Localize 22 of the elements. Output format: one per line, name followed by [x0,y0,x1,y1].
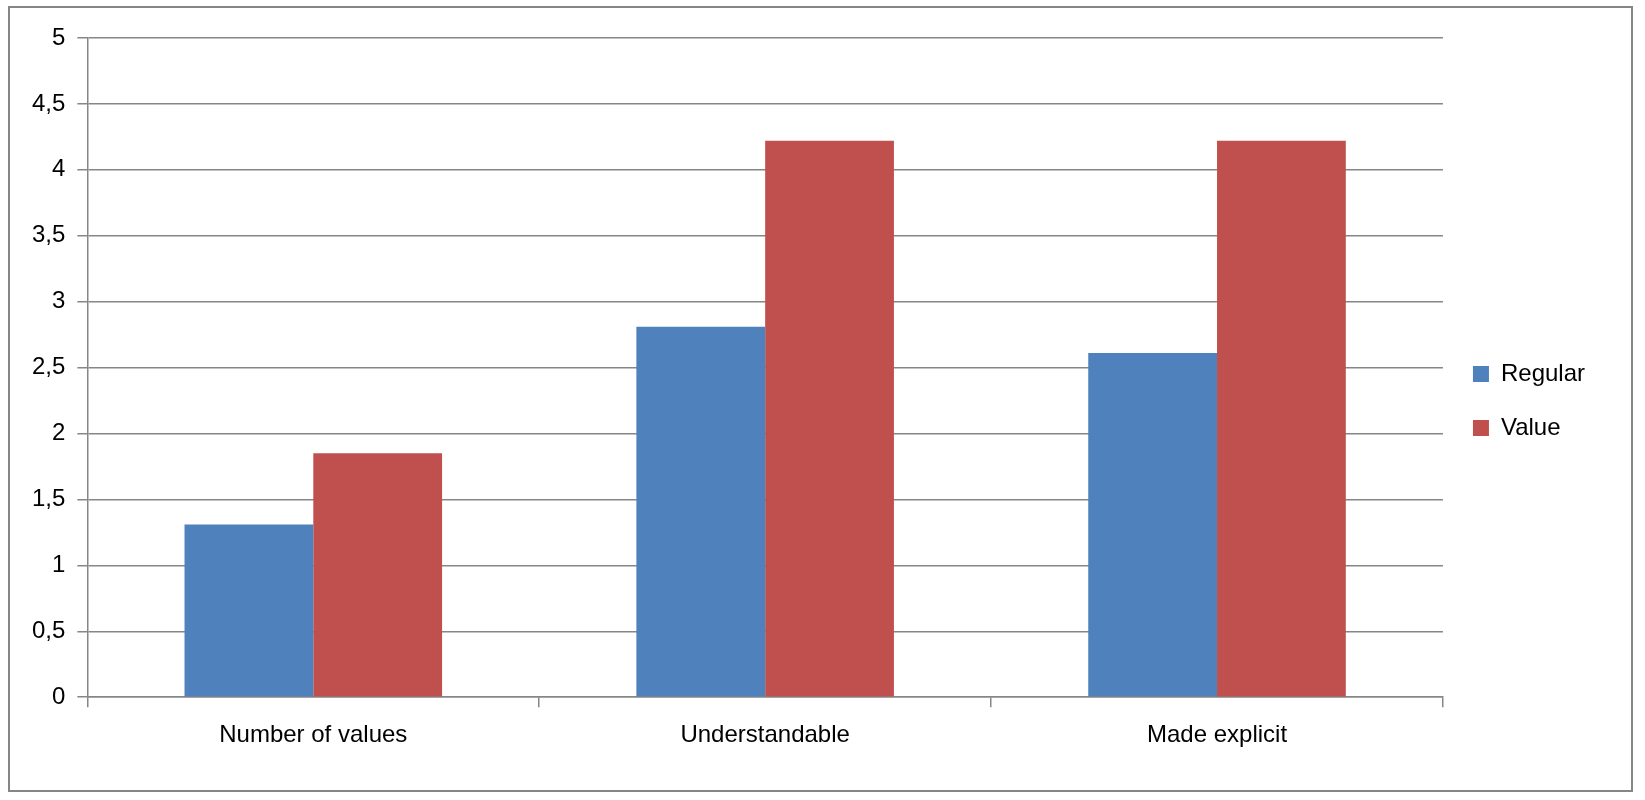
y-tick-label: 1,5 [31,484,66,512]
x-tick-label: Made explicit [1146,720,1288,748]
y-tick-label: 5 [52,22,66,50]
bar [1217,140,1346,697]
bar [184,524,314,697]
bar [313,453,443,697]
y-tick-label: 1 [52,549,66,577]
y-tick-label: 2,5 [31,352,66,380]
y-tick-label: 3 [52,286,66,314]
y-tick-label: 2 [52,418,66,446]
y-tick-label: 0,5 [31,615,66,643]
bar [1088,353,1218,697]
y-tick-label: 3,5 [31,220,66,248]
legend-label: Regular [1500,358,1586,386]
bar [636,326,766,697]
y-tick-label: 4,5 [31,88,66,116]
y-tick-label: 4 [52,154,66,182]
y-tick-label: 0 [52,681,66,709]
x-tick-label: Understandable [680,720,850,748]
bar [765,140,894,697]
x-tick-label: Number of values [219,720,408,748]
legend-label: Value [1500,412,1561,440]
